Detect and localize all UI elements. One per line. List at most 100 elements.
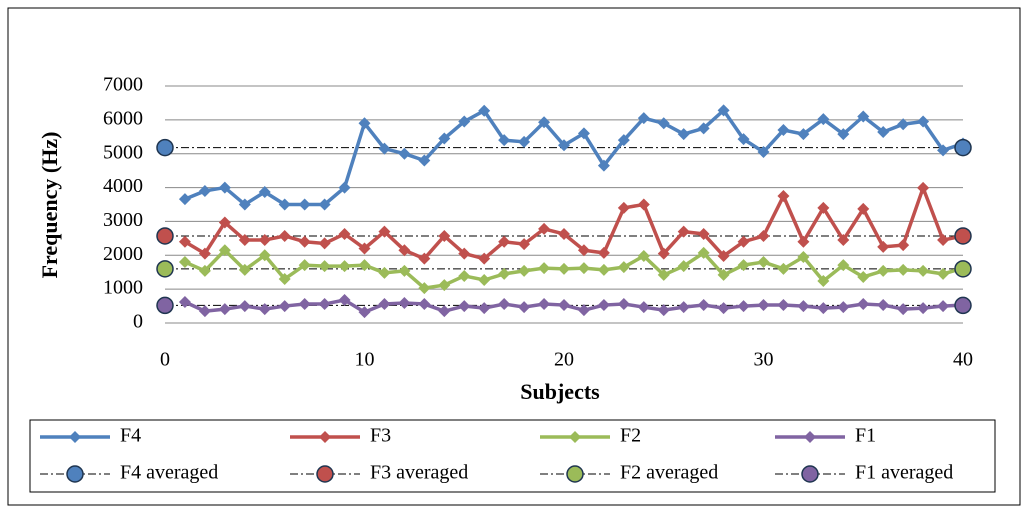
series-marker xyxy=(498,298,511,311)
series-marker xyxy=(338,260,351,273)
y-tick-label: 7000 xyxy=(103,74,143,96)
series-marker xyxy=(318,198,331,211)
series-marker xyxy=(538,222,551,235)
series-marker xyxy=(717,249,730,262)
series-marker xyxy=(198,184,211,197)
series-marker xyxy=(518,301,531,314)
series-marker xyxy=(697,299,710,312)
series-marker xyxy=(617,201,630,214)
series-marker xyxy=(817,201,830,214)
series-marker xyxy=(797,300,810,313)
series-marker xyxy=(857,110,870,123)
average-marker xyxy=(954,138,972,157)
series-marker xyxy=(617,298,630,311)
series-marker xyxy=(278,229,291,242)
series-marker xyxy=(558,299,570,312)
legend-marker xyxy=(804,431,816,443)
series-marker xyxy=(298,198,311,211)
series-marker xyxy=(378,298,391,311)
series-marker xyxy=(218,181,231,194)
legend-label: F1 averaged xyxy=(855,462,953,484)
series-marker xyxy=(737,235,750,248)
series-marker xyxy=(538,262,551,275)
series-marker xyxy=(757,146,770,159)
series-marker xyxy=(857,270,870,283)
x-tick-label: 0 xyxy=(160,349,170,371)
series-marker xyxy=(298,259,311,272)
series-marker xyxy=(897,303,910,316)
series-marker xyxy=(857,298,870,311)
series-marker xyxy=(398,244,411,257)
series-marker xyxy=(258,234,271,247)
series-marker xyxy=(777,124,790,137)
series-line xyxy=(184,182,964,261)
series-marker xyxy=(538,298,551,311)
series-marker xyxy=(877,299,890,312)
legend-marker xyxy=(69,431,81,443)
y-tick-label: 3000 xyxy=(103,209,143,231)
series-marker xyxy=(857,202,870,215)
series-marker xyxy=(617,261,630,274)
series-marker xyxy=(717,302,730,315)
series-marker xyxy=(577,262,590,275)
series-marker xyxy=(617,134,630,147)
series-marker xyxy=(518,264,531,277)
series-marker xyxy=(378,225,391,238)
series-line xyxy=(184,107,964,207)
series-marker xyxy=(797,128,810,141)
series-marker xyxy=(238,198,251,211)
legend-label: F2 averaged xyxy=(620,462,718,484)
series-marker xyxy=(937,234,950,247)
series-marker xyxy=(498,235,511,248)
series-marker xyxy=(398,147,411,160)
x-tick-label: 20 xyxy=(554,349,574,371)
series-marker xyxy=(318,298,331,311)
series-marker xyxy=(498,134,511,147)
series-marker xyxy=(238,300,251,313)
series-marker xyxy=(558,139,570,152)
series-marker xyxy=(358,259,371,272)
series-marker xyxy=(697,122,710,135)
series-marker xyxy=(258,185,271,198)
legend-marker xyxy=(569,431,581,443)
series-marker xyxy=(697,246,710,259)
series-marker xyxy=(597,299,610,312)
series-marker xyxy=(577,127,590,140)
series-marker xyxy=(897,118,910,131)
average-marker xyxy=(156,227,174,245)
series-marker xyxy=(458,300,471,313)
series-marker xyxy=(178,193,191,206)
series-marker xyxy=(418,154,431,167)
series-marker xyxy=(198,247,211,260)
series-marker xyxy=(398,264,411,277)
series-marker xyxy=(478,274,491,287)
series-marker xyxy=(597,263,610,276)
series-marker xyxy=(737,133,750,146)
series-marker xyxy=(458,269,471,282)
average-marker xyxy=(954,260,972,278)
series-marker xyxy=(757,229,770,242)
series-line xyxy=(184,298,964,315)
series-marker xyxy=(597,159,610,172)
series-marker xyxy=(797,235,810,248)
series-marker xyxy=(478,302,491,315)
series-marker xyxy=(518,135,531,148)
series-marker xyxy=(757,299,770,312)
series-marker xyxy=(538,116,551,129)
legend-marker xyxy=(316,465,334,483)
legend-label: F4 xyxy=(120,425,141,447)
x-tick-label: 10 xyxy=(355,349,375,371)
series-marker xyxy=(438,132,451,145)
y-tick-label: 5000 xyxy=(103,141,143,163)
y-tick-label: 2000 xyxy=(103,243,143,265)
series-marker xyxy=(338,181,351,194)
series-marker xyxy=(218,303,231,316)
series-marker xyxy=(937,267,950,280)
series-marker xyxy=(797,250,810,263)
series-marker xyxy=(178,296,191,309)
series-marker xyxy=(917,181,930,194)
series-marker xyxy=(777,299,790,312)
series-marker xyxy=(298,235,311,248)
series-marker xyxy=(637,301,650,314)
series-marker xyxy=(458,247,471,260)
